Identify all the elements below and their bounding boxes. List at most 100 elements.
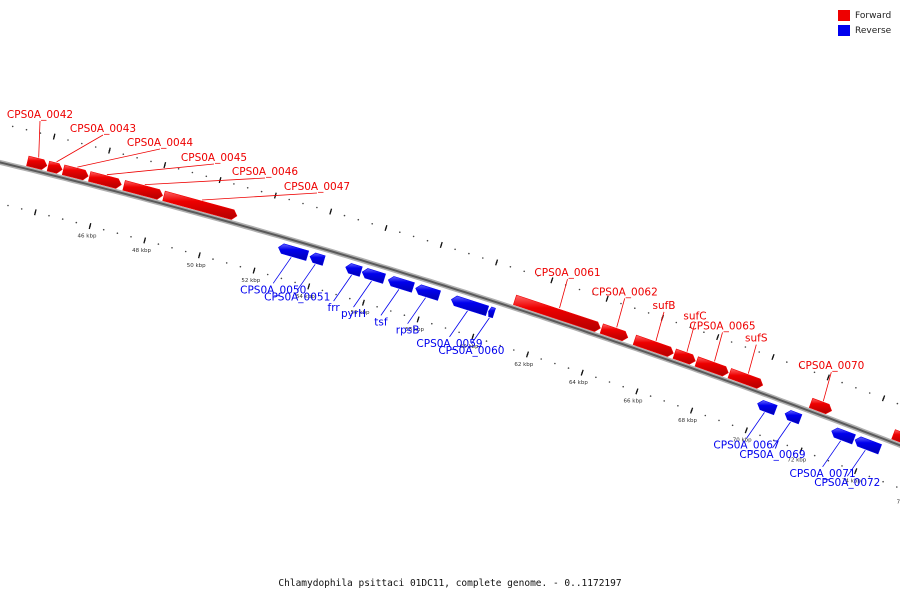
tick-mark-lower: [416, 316, 420, 323]
gene-feature-CPS0A_0051[interactable]: [309, 252, 326, 266]
dots-lower-dot: [567, 367, 570, 369]
gene-label-leader: [296, 264, 316, 291]
gene-feature-CPS0A_0047[interactable]: [162, 190, 238, 220]
tick-mark-lower: [33, 209, 37, 216]
gene-feature-frr[interactable]: [345, 263, 363, 277]
backbone-shadow: [0, 159, 900, 448]
gene-label-leader: [449, 310, 468, 338]
gene-feature-CPS0A_0043[interactable]: [46, 160, 63, 174]
gene-feature-CPS0A_0067[interactable]: [757, 400, 778, 416]
tick-mark-lower: [252, 267, 256, 274]
tick-label: 52 kbp: [241, 278, 260, 284]
gene-label-CPS0A_0045: CPS0A_0045: [181, 152, 247, 164]
gene-feature-pyrH[interactable]: [361, 268, 386, 284]
dots-upper-dot: [744, 346, 747, 348]
dots-upper-dot: [343, 214, 346, 217]
dots-upper-dot: [94, 146, 97, 148]
dots-upper-dot: [786, 361, 788, 363]
dots-lower-dot: [608, 381, 611, 383]
gene-feature-sufC[interactable]: [672, 348, 696, 365]
dots-lower-dot: [280, 277, 283, 280]
gene-label-sufB: sufB: [652, 300, 675, 312]
dots-upper-dot: [537, 275, 539, 277]
dots-upper-dot: [11, 125, 14, 128]
dots-lower-dot: [403, 314, 406, 317]
dots-lower-dot: [896, 486, 898, 488]
tick-mark-lower: [635, 388, 639, 395]
gene-label-tsf: tsf: [374, 316, 388, 328]
legend: Forward Reverse: [838, 8, 900, 38]
gene-label-leader: [77, 148, 161, 168]
dots-upper-dot: [592, 293, 595, 295]
gene-feature-CPS0A_0069[interactable]: [784, 410, 803, 425]
tick-label: 48 kbp: [132, 248, 151, 254]
gene-label-leader: [144, 177, 266, 185]
dots-upper-dot: [454, 248, 456, 251]
tick-mark-upper: [881, 395, 886, 402]
legend-label-forward: Forward: [855, 10, 892, 21]
gene-label-CPS0A_0060: CPS0A_0060: [438, 345, 504, 357]
gene-label-leader: [471, 317, 490, 345]
gene-feature-unnamed[interactable]: [891, 429, 900, 444]
gene-feature-CPS0A_0045[interactable]: [88, 171, 122, 189]
dots-lower-dot: [704, 414, 707, 417]
gene-label-CPS0A_0043: CPS0A_0043: [70, 123, 136, 135]
gene-label-leader: [822, 440, 841, 468]
gene-label-leader: [407, 297, 426, 324]
tick-mark-upper: [495, 259, 499, 266]
tick-label: 46 kbp: [78, 234, 97, 240]
tick-mark-lower: [525, 351, 530, 358]
gene-feature-CPS0A_0065[interactable]: [694, 356, 729, 377]
dots-upper-dot: [482, 257, 484, 259]
gene-label-CPS0A_0042: CPS0A_0042: [7, 109, 73, 121]
dots-upper-dot: [150, 160, 152, 163]
dots-lower-dot: [157, 243, 160, 245]
gene-feature-CPS0A_0044[interactable]: [61, 164, 89, 181]
tick-label: 64 kbp: [569, 380, 588, 386]
gene-feature-CPS0A_0071[interactable]: [831, 427, 856, 445]
dots-upper-dot: [634, 307, 636, 310]
dots-lower-dot: [349, 297, 351, 300]
dots-lower-dot: [390, 310, 392, 312]
gene-feature-CPS0A_0061[interactable]: [513, 294, 601, 332]
legend-label-reverse: Reverse: [855, 25, 892, 36]
gene-feature-sufS[interactable]: [727, 368, 764, 389]
dots-lower-dot: [772, 439, 775, 442]
gene-feature-CPS0A_0070[interactable]: [808, 397, 832, 415]
tick-mark-lower: [799, 447, 803, 454]
gene-label-pyrH: pyrH: [341, 308, 366, 320]
dots-upper-dot: [246, 187, 249, 189]
gene-feature-sufB[interactable]: [632, 334, 674, 357]
tick-mark-upper: [329, 208, 333, 215]
dots-lower-dot: [212, 258, 214, 260]
tick-label: 70 kbp: [733, 438, 752, 444]
dots-lower-dot: [663, 400, 665, 402]
dots-lower-dot: [61, 218, 64, 220]
gene-label-CPS0A_0067: CPS0A_0067: [713, 439, 779, 451]
gene-feature-CPS0A_0060[interactable]: [488, 306, 496, 319]
gene-feature-CPS0A_0050[interactable]: [278, 243, 310, 261]
gene-feature-CPS0A_0072[interactable]: [854, 436, 882, 455]
dots-upper-dot: [191, 171, 194, 174]
tick-label: 62 kbp: [514, 362, 533, 368]
dots-upper-dot: [523, 270, 525, 273]
gene-label-leader: [38, 120, 41, 158]
dots-lower-dot: [882, 480, 884, 483]
gene-label-CPS0A_0069: CPS0A_0069: [739, 449, 805, 461]
gene-feature-CPS0A_0059[interactable]: [451, 295, 490, 316]
tick-mark-lower: [471, 333, 475, 340]
gene-feature-rpsB[interactable]: [415, 284, 441, 301]
gene-labels-layer: CPS0A_0042 CPS0A_0043 CPS0A_0044 CPS0A_0045…: [7, 109, 880, 489]
gene-feature-CPS0A_0062[interactable]: [599, 323, 629, 342]
gene-label-leader: [201, 192, 318, 201]
dots-lower-dot: [540, 358, 542, 360]
gene-label-CPS0A_0061: CPS0A_0061: [534, 267, 600, 279]
gene-feature-tsf[interactable]: [387, 276, 415, 293]
dots-lower-dot: [458, 331, 460, 334]
gene-label-frr: frr: [328, 302, 341, 314]
dots-lower-dot: [102, 228, 105, 231]
gene-feature-CPS0A_0042[interactable]: [26, 155, 48, 170]
gene-feature-CPS0A_0046[interactable]: [122, 180, 163, 200]
tick-mark-lower: [580, 369, 584, 376]
